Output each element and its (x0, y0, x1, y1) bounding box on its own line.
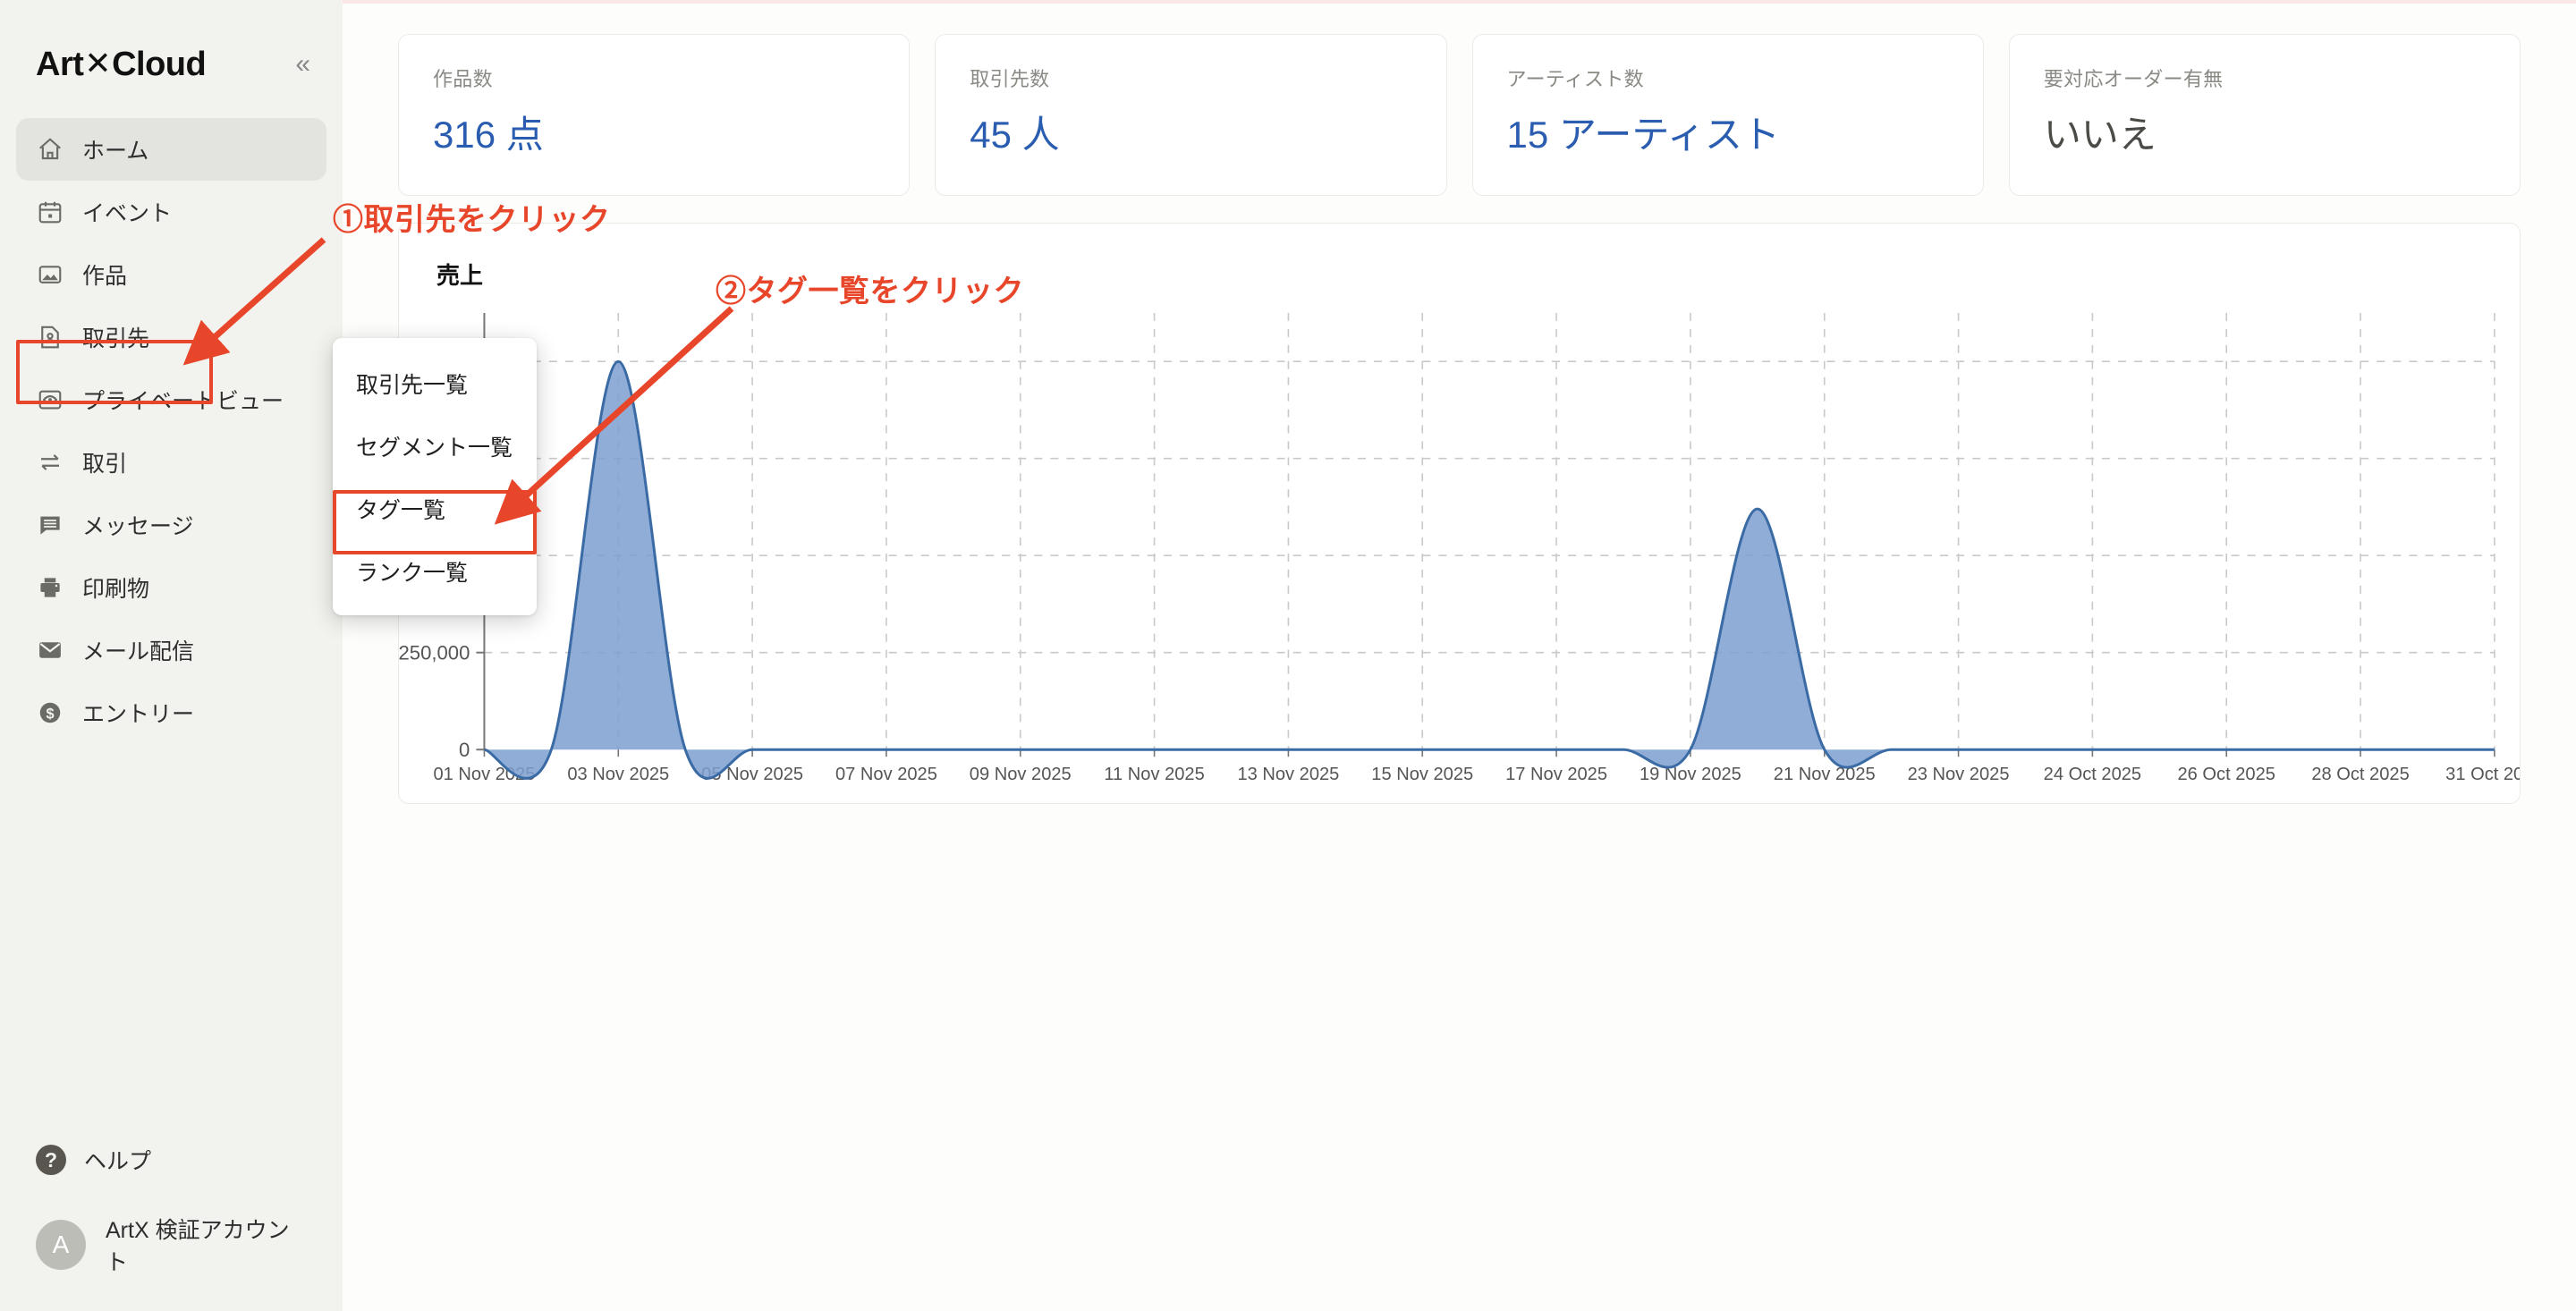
menu-item-rank-list[interactable]: ランク一覧 (356, 561, 469, 586)
svg-text:23 Nov 2025: 23 Nov 2025 (1908, 765, 2010, 784)
svg-text:05 Nov 2025: 05 Nov 2025 (701, 765, 803, 784)
printer-icon (36, 573, 64, 602)
sidebar-item-private-view[interactable]: プライベートビュー (16, 368, 326, 431)
logo-x-icon: ✕ (84, 45, 112, 81)
stat-label: アーティスト数 (1506, 68, 1644, 90)
svg-text:31 Oct 2025: 31 Oct 2025 (2445, 765, 2520, 784)
stat-value: 316 点 (433, 114, 544, 156)
sidebar-item-clients[interactable]: 取引先 (16, 306, 326, 368)
svg-text:11 Nov 2025: 11 Nov 2025 (1104, 765, 1204, 784)
collapse-sidebar-icon[interactable]: « (295, 49, 310, 79)
question-mark-icon: ? (36, 1145, 66, 1175)
svg-text:09 Nov 2025: 09 Nov 2025 (970, 765, 1072, 784)
svg-text:250,000: 250,000 (399, 642, 470, 664)
sidebar-item-help[interactable]: ? ヘルプ (16, 1129, 326, 1191)
account-menu[interactable]: A ArtX 検証アカウント (16, 1191, 326, 1277)
sidebar-item-transactions[interactable]: 取引 (16, 431, 326, 494)
main-content: 作品数 316 点 取引先数 45 人 アーティスト数 15 アーティスト 要対… (343, 0, 2576, 1311)
contact-card-icon (36, 323, 64, 351)
sidebar-item-label: 作品 (82, 264, 128, 289)
avatar: A (36, 1220, 86, 1270)
clients-submenu: 取引先一覧 セグメント一覧 タグ一覧 ランク一覧 (333, 338, 537, 615)
svg-text:24 Oct 2025: 24 Oct 2025 (2044, 765, 2141, 784)
sidebar-item-printed-matter[interactable]: 印刷物 (16, 556, 326, 619)
account-name: ArtX 検証アカウント (106, 1218, 290, 1275)
home-icon (36, 135, 64, 164)
mail-icon (36, 636, 64, 664)
svg-text:26 Oct 2025: 26 Oct 2025 (2178, 765, 2275, 784)
svg-text:28 Oct 2025: 28 Oct 2025 (2311, 765, 2409, 784)
stat-value: 15 アーティスト (1506, 114, 1780, 156)
svg-text:$: $ (46, 706, 54, 722)
stat-value: 45 人 (970, 114, 1060, 156)
image-icon (36, 260, 64, 289)
sidebar-item-label: 取引先 (82, 326, 150, 351)
stat-card-pending-orders: 要対応オーダー有無 いいえ (2008, 34, 2521, 196)
transfer-icon (36, 448, 64, 477)
chart-plot-area[interactable]: 01 Nov 2025 03 Nov 2025 05 Nov 2025 07 Nov … (399, 304, 2520, 803)
svg-text:0: 0 (459, 739, 470, 761)
sidebar-item-label: エントリー (82, 702, 195, 727)
message-icon (36, 511, 64, 539)
stat-card-artists: アーティスト数 15 アーティスト (1471, 34, 1984, 196)
sidebar: Art ✕ Cloud « ホーム イベント (0, 0, 343, 1311)
stat-label: 取引先数 (970, 68, 1050, 90)
svg-text:21 Nov 2025: 21 Nov 2025 (1774, 765, 1876, 784)
app-logo[interactable]: Art ✕ Cloud (36, 45, 207, 83)
top-accent-line (0, 0, 2576, 4)
sidebar-help-label: ヘルプ (84, 1149, 152, 1174)
sidebar-item-artwork[interactable]: 作品 (16, 243, 326, 306)
sidebar-item-label: 印刷物 (82, 577, 150, 602)
sidebar-item-entry[interactable]: $ エントリー (16, 681, 326, 744)
dollar-icon: $ (36, 698, 64, 727)
svg-text:03 Nov 2025: 03 Nov 2025 (567, 765, 669, 784)
sidebar-item-messages[interactable]: メッセージ (16, 494, 326, 556)
svg-text:07 Nov 2025: 07 Nov 2025 (835, 765, 937, 784)
stat-label: 要対応オーダー有無 (2043, 68, 2224, 90)
svg-text:13 Nov 2025: 13 Nov 2025 (1237, 765, 1339, 784)
sales-area-chart: 01 Nov 2025 03 Nov 2025 05 Nov 2025 07 Nov … (399, 312, 2520, 784)
sidebar-footer: ? ヘルプ A ArtX 検証アカウント (0, 1129, 343, 1311)
menu-item-tag-list[interactable]: タグ一覧 (356, 498, 446, 523)
sidebar-item-label: メッセージ (82, 514, 194, 539)
sidebar-item-event[interactable]: イベント (16, 181, 326, 243)
sales-chart-card: 売上 01 Nov 2025 03 Nov 2025 05 Nov 2025 07 N… (398, 223, 2521, 804)
eye-icon (36, 385, 64, 414)
calendar-icon (36, 198, 64, 226)
svg-text:17 Nov 2025: 17 Nov 2025 (1505, 765, 1607, 784)
sidebar-item-label: メール配信 (82, 639, 195, 664)
menu-item-segment-list[interactable]: セグメント一覧 (356, 436, 513, 461)
sidebar-item-label: イベント (82, 201, 173, 226)
chart-title: 売上 (436, 262, 484, 289)
sidebar-item-label: プライベートビュー (82, 389, 284, 414)
svg-text:19 Nov 2025: 19 Nov 2025 (1640, 765, 1741, 784)
logo-text-left: Art (36, 46, 84, 83)
stat-label: 作品数 (433, 68, 493, 90)
sidebar-nav: ホーム イベント 作品 取引先 (0, 118, 343, 744)
stat-value: いいえ (2043, 114, 2157, 156)
sidebar-item-mail[interactable]: メール配信 (16, 619, 326, 681)
logo-text-right: Cloud (112, 46, 207, 83)
stat-card-row: 作品数 316 点 取引先数 45 人 アーティスト数 15 アーティスト 要対… (398, 34, 2521, 196)
svg-text:15 Nov 2025: 15 Nov 2025 (1371, 765, 1473, 784)
sidebar-item-label: ホーム (82, 139, 149, 164)
menu-item-client-list[interactable]: 取引先一覧 (356, 373, 469, 398)
brand-row: Art ✕ Cloud « (0, 0, 343, 86)
sidebar-item-home[interactable]: ホーム (16, 118, 326, 181)
stat-card-clients: 取引先数 45 人 (935, 34, 1447, 196)
sidebar-item-label: 取引 (82, 452, 128, 477)
stat-card-artworks: 作品数 316 点 (398, 34, 911, 196)
